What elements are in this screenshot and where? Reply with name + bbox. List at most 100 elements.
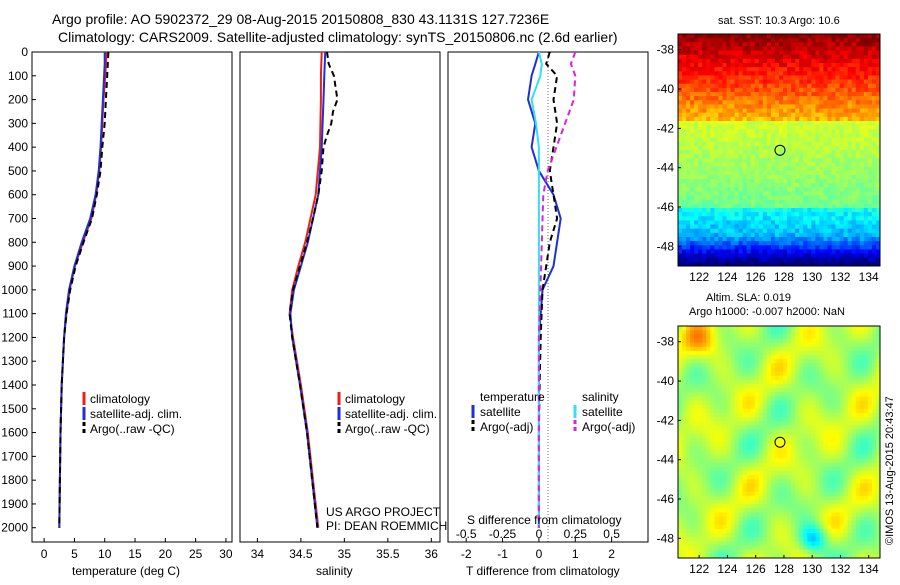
sst-cell	[731, 121, 735, 126]
sst-cell	[739, 142, 743, 147]
sst-cell	[694, 129, 698, 134]
sst-cell	[787, 84, 791, 89]
sla-cell	[811, 438, 815, 443]
sla-cell	[799, 413, 803, 418]
sst-cell	[856, 92, 860, 97]
sla-cell	[743, 479, 747, 484]
sst-cell	[864, 121, 868, 126]
sst-cell	[832, 138, 836, 143]
sst-cell	[791, 154, 795, 159]
sst-cell	[864, 225, 868, 230]
sst-cell	[848, 121, 852, 126]
sst-cell	[771, 233, 775, 238]
sst-cell	[771, 241, 775, 246]
sla-cell	[759, 363, 763, 368]
sst-cell	[710, 150, 714, 155]
sla-cell	[743, 380, 747, 385]
sla-cell	[698, 442, 702, 447]
sla-cell	[840, 471, 844, 476]
sst-cell	[787, 125, 791, 130]
sst-cell	[698, 113, 702, 118]
sst-cell	[710, 162, 714, 167]
sla-cell	[731, 475, 735, 480]
sla-cell	[864, 355, 868, 360]
sst-cell	[767, 88, 771, 93]
sla-cell	[726, 417, 730, 422]
sst-cell	[787, 249, 791, 254]
sst-cell	[803, 162, 807, 167]
depth-tick-label: 1300	[1, 354, 28, 368]
sst-cell	[844, 191, 848, 196]
sla-cell	[856, 401, 860, 406]
sla-cell	[832, 438, 836, 443]
sst-cell	[795, 171, 799, 176]
sla-cell	[743, 417, 747, 422]
sla-cell	[747, 355, 751, 360]
sst-cell	[739, 196, 743, 201]
sst-cell	[694, 220, 698, 225]
sst-cell	[848, 129, 852, 134]
sst-cell	[743, 113, 747, 118]
sst-cell	[872, 142, 876, 147]
sst-cell	[779, 158, 783, 163]
sst-cell	[722, 55, 726, 60]
sla-cell	[775, 492, 779, 497]
sst-cell	[706, 92, 710, 97]
sla-cell	[832, 330, 836, 335]
sst-cell	[795, 237, 799, 242]
sst-cell	[767, 220, 771, 225]
sla-cell	[807, 413, 811, 418]
sst-cell	[694, 63, 698, 68]
sst-cell	[868, 38, 872, 43]
sla-cell	[718, 454, 722, 459]
sst-cell	[739, 117, 743, 122]
sla-cell	[840, 467, 844, 472]
depth-tick-label: 400	[8, 140, 28, 154]
sst-cell	[747, 171, 751, 176]
sst-cell	[795, 133, 799, 138]
sla-cell	[710, 475, 714, 480]
legend-label: satellite-adj. clim.	[90, 407, 182, 421]
sla-cell	[844, 446, 848, 451]
sst-cell	[739, 191, 743, 196]
sla-cell	[827, 446, 831, 451]
sla-cell	[864, 343, 868, 348]
sst-cell	[678, 84, 682, 89]
sla-cell	[743, 488, 747, 493]
sla-cell	[787, 446, 791, 451]
sst-cell	[795, 158, 799, 163]
sla-cell	[868, 380, 872, 385]
sla-cell	[751, 363, 755, 368]
sst-cell	[755, 121, 759, 126]
sst-cell	[868, 146, 872, 151]
sst-cell	[827, 179, 831, 184]
sla-cell	[698, 446, 702, 451]
sla-cell	[872, 338, 876, 343]
sst-cell	[787, 187, 791, 192]
sst-cell	[755, 175, 759, 180]
sst-cell	[811, 229, 815, 234]
sla-cell	[791, 359, 795, 364]
sla-cell	[702, 450, 706, 455]
sst-cell	[686, 225, 690, 230]
sst-cell	[710, 109, 714, 114]
sst-cell	[718, 187, 722, 192]
sla-cell	[751, 454, 755, 459]
sla-cell	[694, 351, 698, 356]
sla-cell	[803, 425, 807, 430]
sla-cell	[747, 363, 751, 368]
sla-cell	[726, 471, 730, 476]
sla-cell	[860, 475, 864, 480]
sst-cell	[795, 71, 799, 76]
sla-cell	[743, 401, 747, 406]
sst-cell	[694, 208, 698, 213]
sla-cell	[763, 384, 767, 389]
sst-cell	[710, 229, 714, 234]
sla-cell	[827, 376, 831, 381]
sst-cell	[836, 204, 840, 209]
sst-cell	[799, 258, 803, 263]
sst-cell	[852, 121, 856, 126]
sst-cell	[735, 258, 739, 263]
sst-cell	[811, 237, 815, 242]
sst-cell	[767, 71, 771, 76]
